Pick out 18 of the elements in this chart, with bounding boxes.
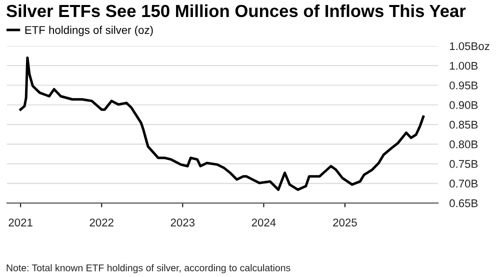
y-tick-label: 0.75B xyxy=(450,160,478,168)
y-tick-label: 0.80B xyxy=(450,140,478,148)
legend-label: ETF holdings of silver (oz) xyxy=(25,26,153,36)
y-tick-label: 1.00B xyxy=(450,62,478,70)
line-series xyxy=(19,56,425,191)
y-tick-label: 0.90B xyxy=(450,101,478,110)
y-tick-label: 0.70B xyxy=(450,180,478,188)
y-tick-label: 1.05Boz xyxy=(450,42,490,50)
x-tick-label: 2022 xyxy=(90,218,114,226)
x-tick-label: 2024 xyxy=(252,218,276,226)
x-tick-label: 2023 xyxy=(170,218,195,226)
chart-title: Silver ETFs See 150 Million Ounces of Inflows This Year xyxy=(6,4,466,18)
x-tick-label: 2025 xyxy=(333,218,357,226)
x-tick-label: 2021 xyxy=(8,218,32,226)
y-tick-label: 0.65B xyxy=(450,199,478,208)
y-tick-label: 0.95B xyxy=(450,82,478,90)
y-tick-label: 0.85B xyxy=(450,120,478,129)
text: Note: Total known ETF holdings of silver, according to calculations xyxy=(6,264,290,274)
